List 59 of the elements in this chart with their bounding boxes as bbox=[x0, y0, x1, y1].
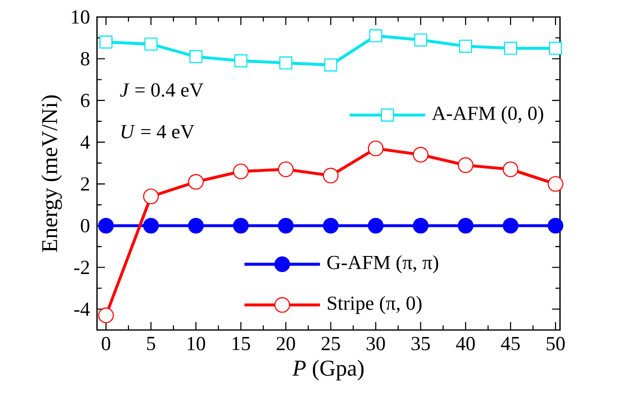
point bbox=[504, 42, 518, 55]
x-tick-label: 35 bbox=[412, 336, 430, 350]
point bbox=[369, 29, 382, 42]
point bbox=[189, 50, 202, 64]
point bbox=[458, 157, 474, 173]
x-tick-label: 15 bbox=[232, 336, 250, 350]
point bbox=[414, 33, 428, 46]
point bbox=[278, 218, 294, 234]
x-tick-label: 5 bbox=[147, 336, 156, 350]
point bbox=[233, 164, 249, 180]
y-tick-label: 0 bbox=[80, 218, 90, 232]
legend-label: G-AFM (π, π) bbox=[327, 255, 438, 274]
point bbox=[278, 161, 294, 178]
legend-label: Stripe (π, 0) bbox=[328, 296, 422, 314]
annotation: J = 0.4 eV bbox=[120, 83, 204, 97]
point bbox=[412, 146, 428, 163]
y-tick-label: 8 bbox=[80, 52, 90, 66]
x-tick-label: 40 bbox=[456, 336, 475, 350]
annotation: U = 4 eV bbox=[122, 125, 194, 138]
y-tick-label: 2 bbox=[81, 177, 89, 191]
x-tick-label: 10 bbox=[188, 336, 206, 350]
y-tick-label: 6 bbox=[80, 94, 90, 108]
point bbox=[322, 168, 339, 184]
y-tick-label: -4 bbox=[74, 302, 90, 316]
y-axis-title: Energy (meV/Ni) bbox=[41, 95, 62, 252]
point bbox=[279, 56, 292, 70]
point bbox=[368, 140, 384, 156]
point bbox=[502, 218, 518, 234]
y-tick-label: 10 bbox=[72, 10, 90, 24]
point bbox=[368, 218, 384, 234]
point bbox=[99, 36, 113, 49]
legend-label: A-AFM (0, 0) bbox=[432, 106, 544, 124]
point bbox=[188, 174, 204, 190]
x-tick-label: 25 bbox=[322, 336, 340, 350]
point bbox=[322, 218, 339, 234]
x-tick-label: 50 bbox=[546, 336, 565, 350]
x-axis-title: P (Gpa) bbox=[292, 360, 364, 380]
point bbox=[98, 218, 114, 234]
point bbox=[144, 38, 158, 51]
x-tick-label: 0 bbox=[102, 336, 110, 350]
point bbox=[234, 54, 248, 68]
point bbox=[188, 218, 204, 234]
point bbox=[459, 40, 472, 53]
point bbox=[412, 218, 428, 234]
point bbox=[233, 218, 249, 234]
point bbox=[502, 161, 518, 178]
y-tick-label: 4 bbox=[80, 136, 90, 149]
point bbox=[143, 218, 159, 234]
point bbox=[324, 58, 338, 72]
x-tick-label: 30 bbox=[366, 336, 385, 350]
y-tick-label: -2 bbox=[74, 260, 89, 274]
point bbox=[548, 218, 564, 234]
point bbox=[458, 218, 474, 234]
point bbox=[548, 176, 564, 192]
x-tick-label: 20 bbox=[276, 336, 296, 350]
x-tick-label: 45 bbox=[500, 336, 520, 350]
point bbox=[549, 42, 562, 55]
point bbox=[143, 188, 159, 204]
point bbox=[98, 308, 114, 324]
